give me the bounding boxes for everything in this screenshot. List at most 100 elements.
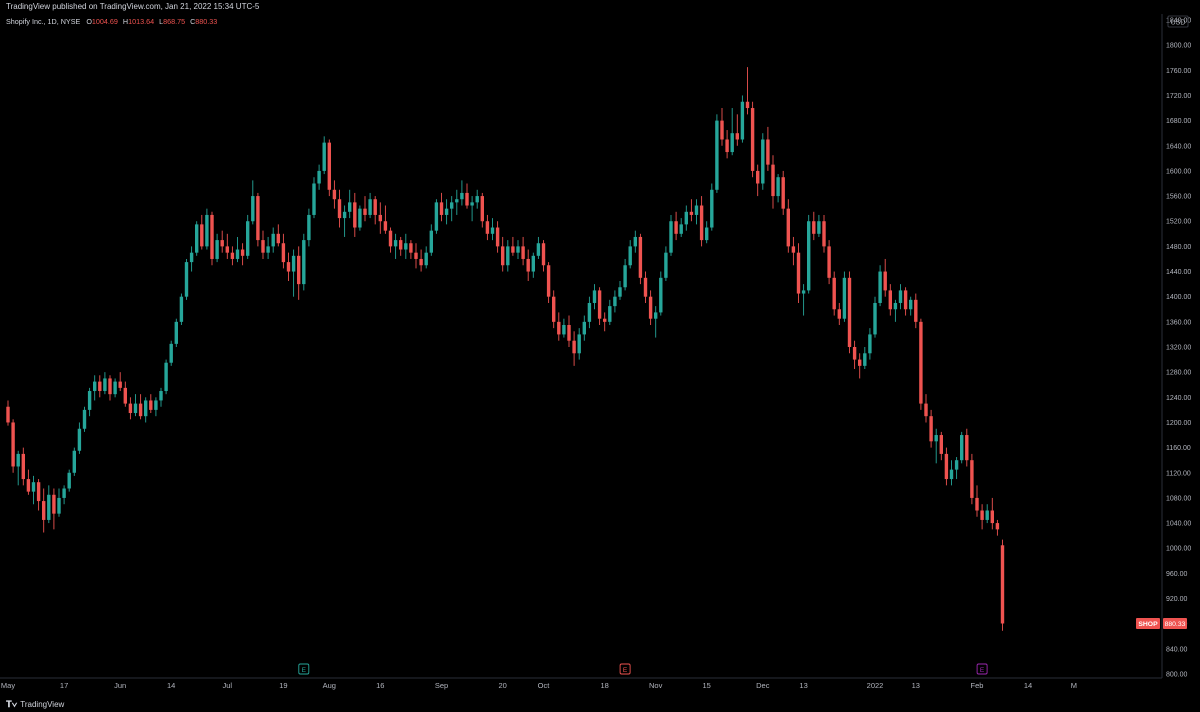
candle bbox=[235, 236, 240, 263]
footer-bar: 𝐓∨ TradingView bbox=[0, 697, 1200, 712]
candle bbox=[128, 397, 133, 420]
time-tick-label: M bbox=[1071, 681, 1077, 690]
candle-body bbox=[888, 290, 892, 310]
candle bbox=[613, 290, 617, 313]
candle bbox=[450, 196, 454, 222]
candle bbox=[536, 236, 541, 259]
candle bbox=[47, 485, 51, 524]
candle-body bbox=[77, 428, 82, 451]
candle bbox=[429, 224, 433, 256]
candle bbox=[878, 265, 882, 307]
candle-body bbox=[587, 302, 592, 322]
candle bbox=[322, 136, 326, 175]
candle-body bbox=[965, 435, 969, 461]
candle-body bbox=[536, 243, 541, 256]
candle bbox=[552, 290, 556, 329]
candle-body bbox=[990, 510, 994, 524]
candle-body bbox=[659, 277, 663, 313]
candle bbox=[684, 205, 688, 231]
candle bbox=[557, 312, 561, 341]
candle bbox=[975, 485, 979, 517]
candle-body bbox=[546, 265, 551, 297]
price-tick-label: 1400.00 bbox=[1166, 294, 1191, 301]
candle-body bbox=[960, 435, 964, 461]
candle bbox=[817, 214, 821, 237]
candle-body bbox=[368, 199, 372, 215]
candle-body bbox=[424, 252, 428, 266]
candle bbox=[327, 139, 331, 197]
candle-body bbox=[807, 221, 811, 291]
candle-body bbox=[302, 240, 306, 285]
candle-body bbox=[883, 271, 887, 291]
candle bbox=[516, 240, 520, 259]
candle bbox=[240, 243, 245, 266]
candle-body bbox=[720, 120, 724, 140]
candle bbox=[699, 196, 704, 247]
candle bbox=[77, 422, 82, 454]
candle bbox=[118, 372, 122, 392]
candle-body bbox=[847, 277, 852, 347]
candle bbox=[210, 211, 214, 266]
time-tick-label: Oct bbox=[538, 681, 551, 690]
candlestick-chart[interactable]: E E E May 17 Jun 14 Jul 19 Aug 16 Sep 20 Oct 18 Nov 15 D… bbox=[0, 14, 1200, 697]
candle bbox=[470, 196, 474, 222]
candle bbox=[378, 202, 382, 234]
candle bbox=[480, 192, 484, 228]
candle-body bbox=[531, 255, 535, 272]
candle-body bbox=[404, 243, 408, 250]
earnings-event-marker[interactable]: E bbox=[298, 663, 310, 675]
time-axis: May 17 Jun 14 Jul 19 Aug 16 Sep 20 Oct 18 Nov 15 Dec 13… bbox=[1, 681, 1077, 690]
candle bbox=[317, 164, 321, 190]
candle bbox=[465, 183, 469, 209]
time-tick-label: 17 bbox=[60, 681, 68, 690]
candle-body bbox=[87, 391, 92, 410]
candle-body bbox=[689, 211, 694, 215]
price-tick-label: 960.00 bbox=[1166, 571, 1188, 578]
candle-body bbox=[434, 202, 439, 231]
candle-body bbox=[669, 221, 673, 253]
candle bbox=[154, 397, 158, 417]
candle-body bbox=[189, 252, 194, 263]
candle-body bbox=[893, 302, 898, 310]
time-tick-label: 15 bbox=[703, 681, 711, 690]
candle bbox=[740, 95, 745, 143]
candle-body bbox=[200, 224, 204, 247]
earnings-event-marker[interactable]: E bbox=[976, 663, 988, 675]
candle bbox=[87, 387, 92, 417]
candle-body bbox=[633, 236, 637, 247]
candle-body bbox=[256, 196, 260, 241]
candle-body bbox=[756, 170, 760, 184]
candle-body bbox=[557, 321, 561, 335]
candle bbox=[750, 101, 755, 178]
candle bbox=[36, 479, 41, 511]
candle bbox=[348, 189, 352, 219]
candle-body bbox=[852, 347, 857, 360]
price-tick-label: 1160.00 bbox=[1166, 445, 1191, 452]
candle-body bbox=[914, 299, 918, 322]
time-tick-label: Nov bbox=[649, 681, 663, 690]
candle bbox=[1000, 539, 1005, 631]
candle bbox=[342, 205, 347, 237]
time-tick-label: Aug bbox=[323, 681, 336, 690]
candle bbox=[781, 170, 785, 215]
candle bbox=[246, 214, 250, 259]
candle bbox=[903, 287, 908, 316]
chart-frame[interactable]: E E E May 17 Jun 14 Jul 19 Aug 16 Sep 20 Oct 18 Nov 15 D… bbox=[0, 14, 1200, 697]
candle-body bbox=[705, 227, 709, 241]
candle-body bbox=[450, 202, 454, 209]
candle bbox=[664, 246, 668, 281]
candle-body bbox=[159, 391, 163, 401]
candle-body bbox=[103, 378, 107, 392]
candle bbox=[6, 400, 10, 426]
candle-body bbox=[144, 400, 148, 417]
candle-body bbox=[332, 189, 337, 200]
candle-body bbox=[603, 318, 607, 322]
candle-body bbox=[82, 409, 87, 429]
tradingview-logo[interactable]: 𝐓∨ TradingView bbox=[6, 697, 64, 712]
price-tick-label: 1120.00 bbox=[1166, 470, 1191, 477]
earnings-event-marker[interactable]: E bbox=[619, 663, 631, 675]
candle bbox=[506, 240, 510, 272]
candle-body bbox=[858, 359, 862, 366]
candle-body bbox=[970, 460, 974, 498]
candle-body bbox=[133, 403, 138, 414]
